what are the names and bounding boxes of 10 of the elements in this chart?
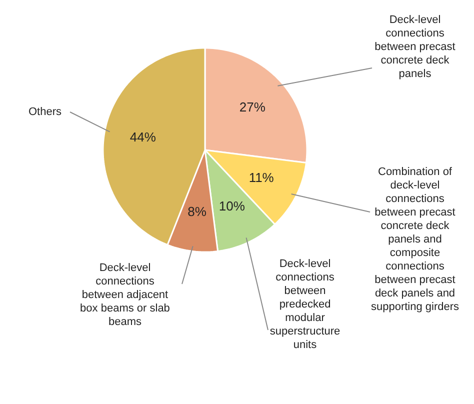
data-label: 8%	[188, 204, 207, 220]
slice-label: Others	[28, 106, 62, 118]
slice-label: Deck-level connections between precast concrete deck panels	[374, 14, 456, 80]
slice-label: Deck-level connections between predecked modular superstructure units	[270, 258, 340, 351]
data-label: 11%	[248, 170, 274, 186]
data-label: 10%	[218, 198, 246, 214]
slice-label: Deck-level connections between adjacent box beams or slab beams	[80, 262, 170, 328]
data-label: 44%	[130, 130, 156, 145]
category-label: Combination of deck-level connections between precast concrete deck panels and composite connections between precast deck panels and supporting girders	[370, 166, 460, 313]
data-label: 27%	[239, 100, 266, 115]
